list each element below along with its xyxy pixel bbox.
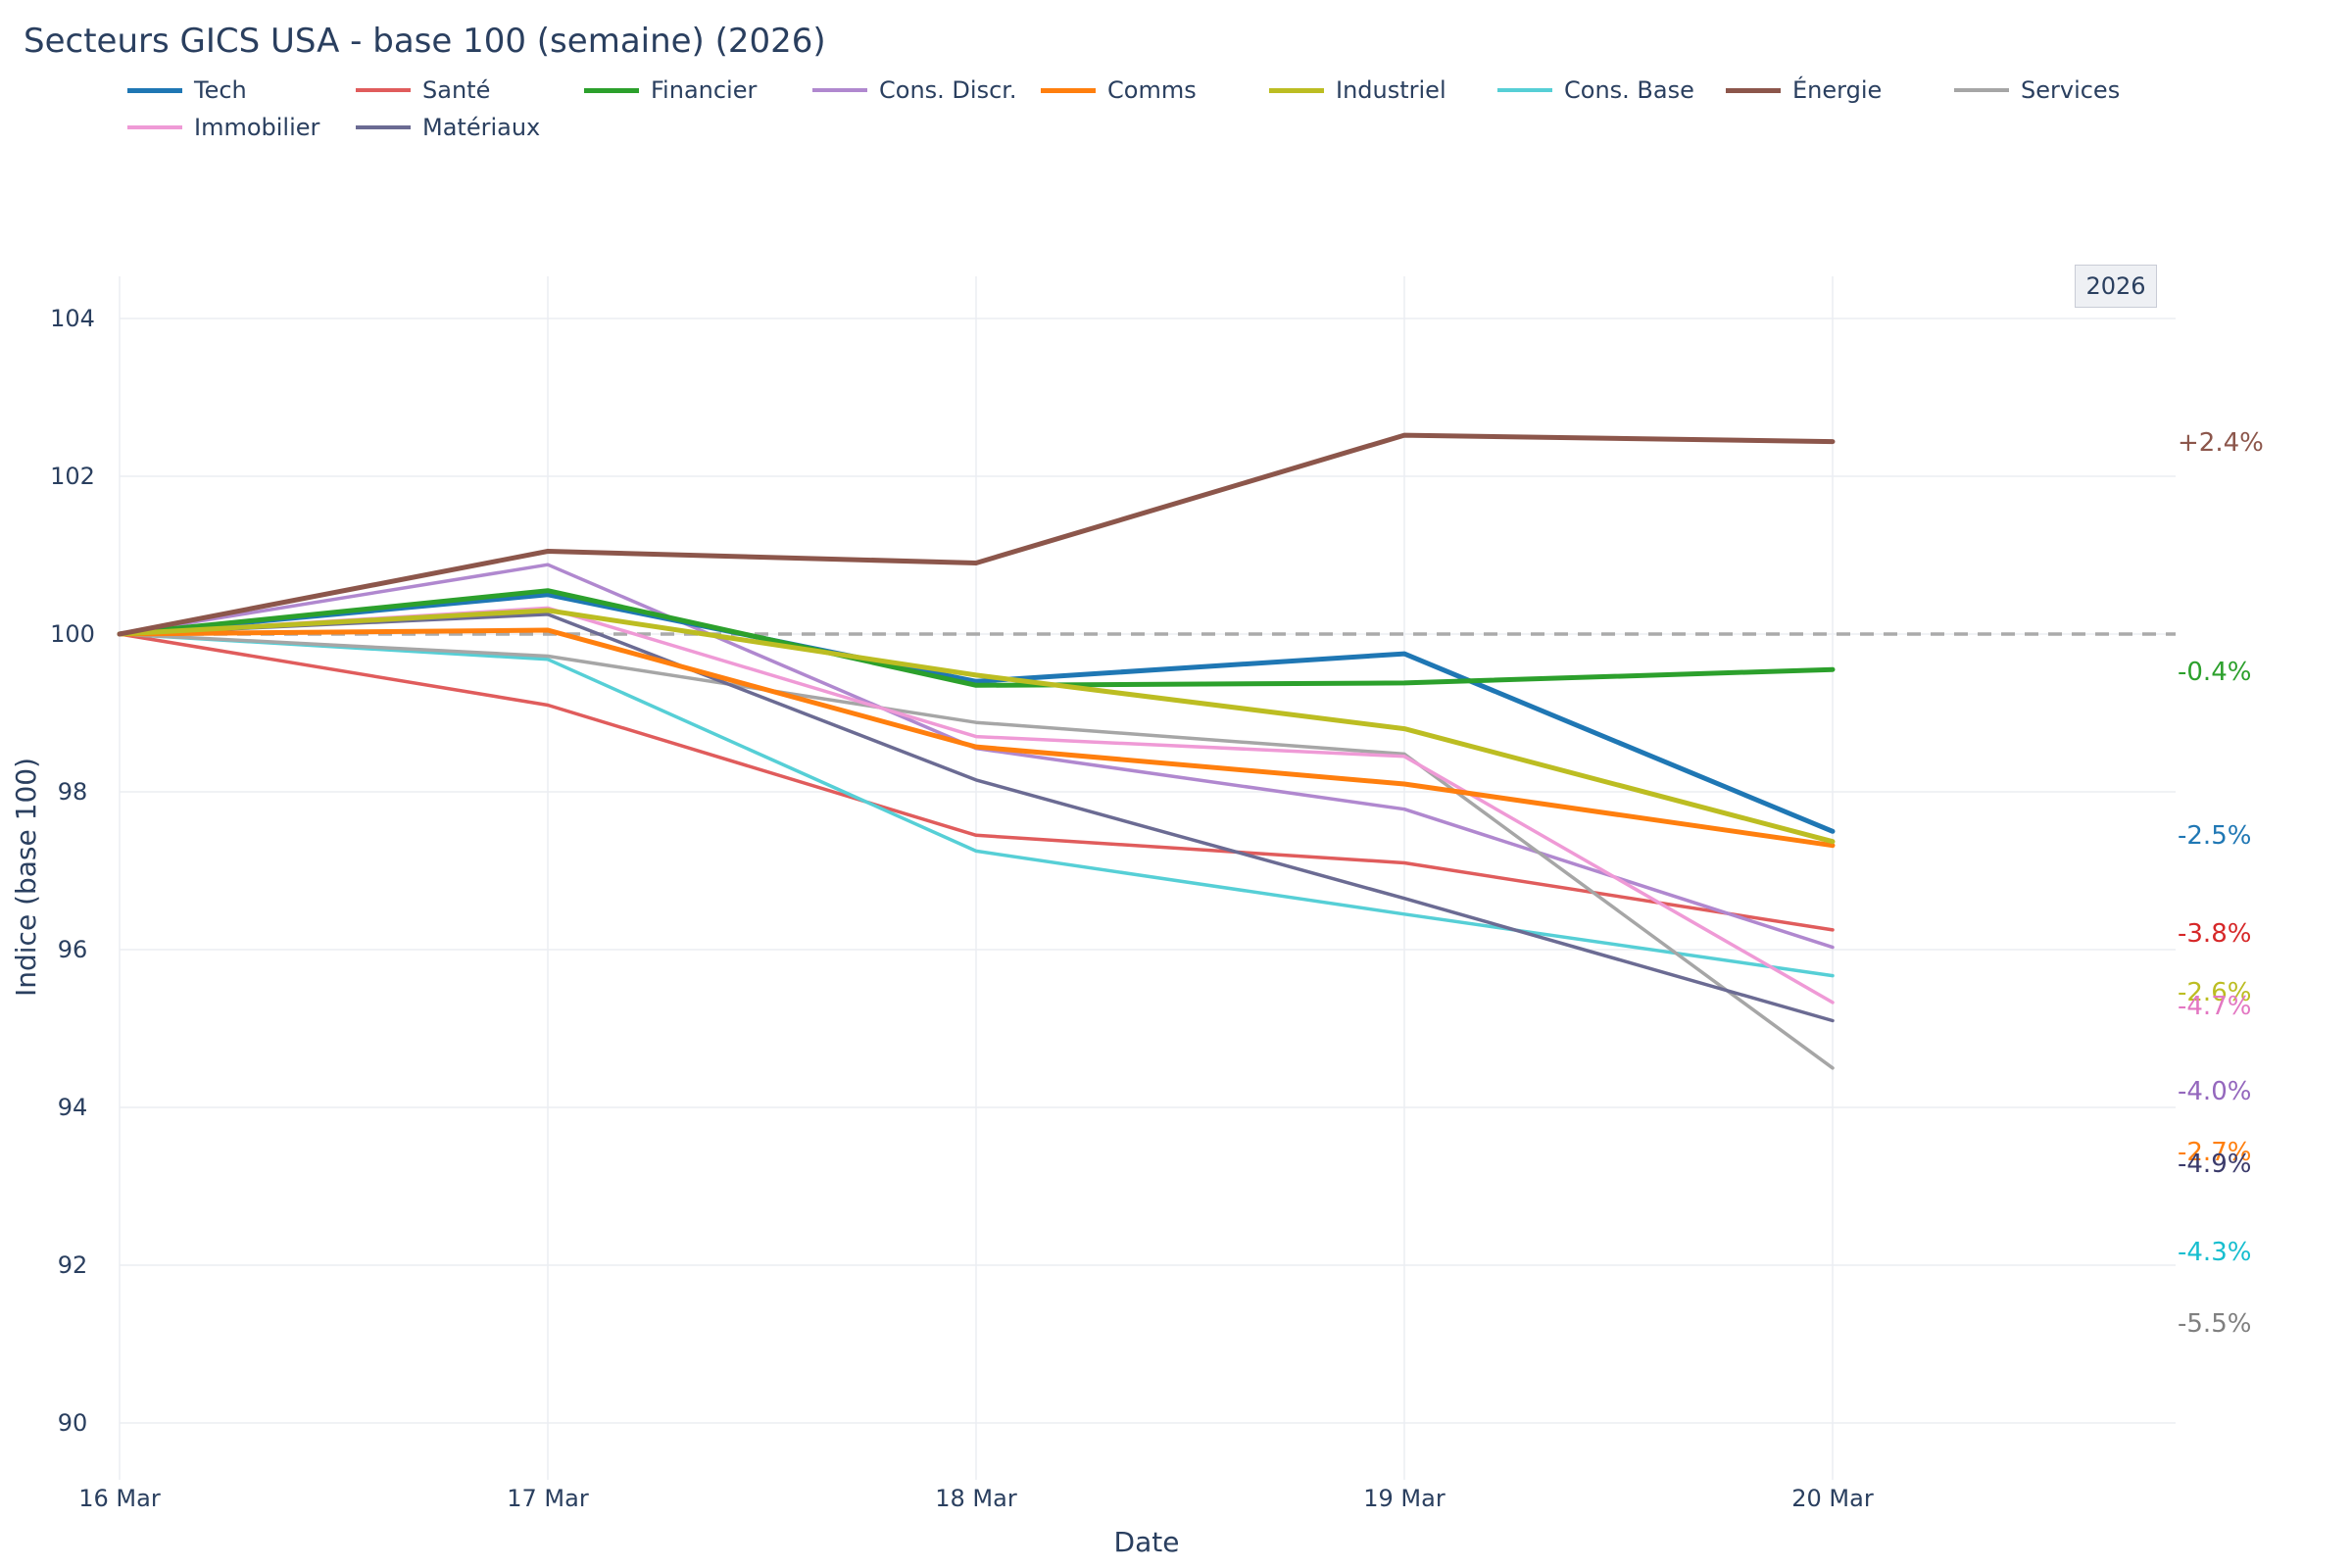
chart-title: Secteurs GICS USA - base 100 (semaine) (… — [24, 22, 826, 61]
series-line — [117, 592, 1836, 834]
series-line — [118, 632, 1835, 978]
end-label: -2.5% — [2178, 821, 2251, 851]
legend-item[interactable]: Tech — [127, 71, 247, 110]
legend-label: Financier — [651, 76, 758, 104]
end-label: -3.8% — [2178, 919, 2251, 949]
series-line — [118, 632, 1835, 1070]
y-tick-label: 92 — [58, 1251, 88, 1279]
x-tick-label: 20 Mar — [1791, 1485, 1874, 1512]
year-badge: 2026 — [2075, 265, 2157, 308]
legend-item[interactable]: Financier — [584, 71, 757, 110]
legend-item[interactable]: Cons. Discr. — [812, 71, 1017, 110]
legend-swatch — [1041, 87, 1096, 93]
y-tick-label: 98 — [58, 778, 88, 806]
legend-label: Immobilier — [194, 114, 320, 141]
legend-label: Comms — [1107, 76, 1197, 104]
legend-label: Santé — [422, 76, 491, 104]
legend-item[interactable]: Énergie — [1726, 71, 1882, 110]
series-line — [117, 627, 1836, 849]
legend-swatch — [356, 88, 411, 92]
end-label: -2.7% — [2178, 1138, 2251, 1167]
end-label: -4.7% — [2178, 992, 2251, 1021]
legend-label: Industriel — [1336, 76, 1446, 104]
end-label: -2.6% — [2178, 978, 2251, 1007]
series-line — [117, 608, 1836, 845]
series-line — [117, 588, 1836, 688]
legend-item[interactable]: Matériaux — [356, 108, 540, 147]
legend-swatch — [1954, 88, 2009, 92]
y-tick-label: 100 — [50, 620, 95, 648]
legend-item[interactable]: Cons. Base — [1497, 71, 1694, 110]
legend-item[interactable]: Comms — [1041, 71, 1197, 110]
x-axis-title: Date — [1114, 1526, 1180, 1558]
legend-swatch — [584, 87, 639, 93]
legend-swatch — [127, 87, 182, 93]
y-axis-title: Indice (base 100) — [10, 758, 42, 997]
x-tick-label: 18 Mar — [935, 1485, 1017, 1512]
legend-swatch — [1497, 88, 1552, 92]
legend-label: Cons. Base — [1564, 76, 1694, 104]
end-label: -4.3% — [2178, 1238, 2251, 1267]
end-label: -4.9% — [2178, 1150, 2251, 1179]
x-tick-label: 17 Mar — [507, 1485, 589, 1512]
legend-item[interactable]: Services — [1954, 71, 2120, 110]
y-tick-label: 90 — [58, 1409, 88, 1437]
legend-label: Services — [2021, 76, 2121, 104]
end-label: -4.0% — [2178, 1077, 2251, 1106]
y-tick-label: 102 — [50, 463, 95, 490]
end-label: -0.4% — [2178, 658, 2251, 687]
x-tick-label: 16 Mar — [78, 1485, 161, 1512]
end-label-layer: -2.5% -3.8% -0.4% -4.0% -2.7% -2.6% -4.3% +2.4%… — [2178, 428, 2264, 1339]
y-tick-label: 94 — [58, 1094, 88, 1121]
legend-swatch — [356, 125, 411, 129]
x-tick-label: 19 Mar — [1363, 1485, 1446, 1512]
grid-layer — [119, 276, 2176, 1480]
series-line — [118, 632, 1835, 932]
legend-label: Matériaux — [422, 114, 541, 141]
legend-item[interactable]: Industriel — [1269, 71, 1446, 110]
series-layer — [117, 432, 1836, 1070]
legend-swatch — [1269, 87, 1324, 93]
tick-layer: 90 92 94 96 98 100 102 104 16 Mar 17 Mar 18 Mar 19 … — [50, 305, 1874, 1512]
legend-label: Cons. Discr. — [879, 76, 1017, 104]
end-label: -5.5% — [2178, 1309, 2251, 1339]
end-label: +2.4% — [2178, 428, 2264, 458]
series-line — [117, 432, 1836, 637]
legend-label: Énergie — [1792, 76, 1883, 104]
y-tick-label: 104 — [50, 305, 95, 332]
y-tick-label: 96 — [58, 936, 88, 963]
legend-swatch — [1726, 87, 1781, 93]
series-line — [118, 612, 1835, 1023]
legend-item[interactable]: Santé — [356, 71, 490, 110]
legend-swatch — [812, 88, 867, 92]
legend-label: Tech — [194, 76, 247, 104]
legend-swatch — [127, 125, 182, 129]
legend-item[interactable]: Immobilier — [127, 108, 319, 147]
